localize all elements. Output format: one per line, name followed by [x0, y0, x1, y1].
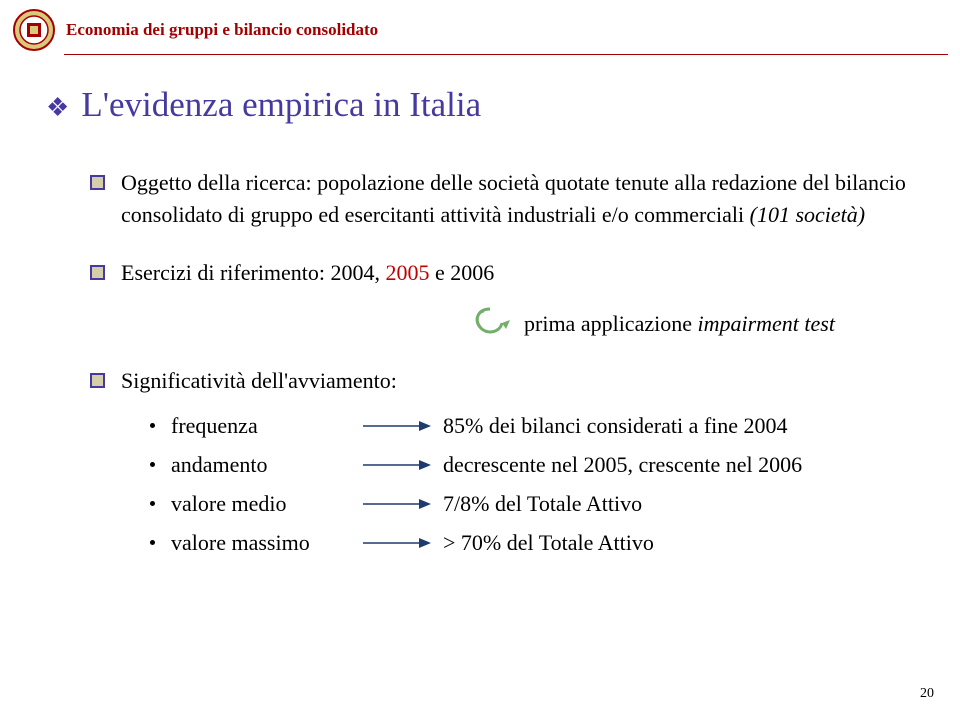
- swirl-arrow-icon: [470, 305, 516, 343]
- dot-bullet-icon: [150, 501, 155, 506]
- sub-list: frequenza 85% dei bilanci considerati a …: [90, 413, 920, 556]
- sub-label: frequenza: [171, 413, 361, 439]
- slide-content: ❖ L'evidenza empirica in Italia Oggetto …: [0, 55, 960, 556]
- bullet-text: e 2006: [430, 260, 495, 285]
- square-bullet-icon: [90, 265, 105, 280]
- impairment-text: prima applicazione: [524, 311, 697, 336]
- bullet-item: Significatività dell'avviamento:: [90, 365, 920, 397]
- dot-bullet-icon: [150, 423, 155, 428]
- bullet-highlight: 2005: [386, 260, 430, 285]
- arrow-right-icon: [361, 419, 431, 433]
- sub-row: andamento decrescente nel 2005, crescent…: [150, 452, 920, 478]
- bullet-text: Esercizi di riferimento: 2004,: [121, 260, 386, 285]
- slide-title: L'evidenza empirica in Italia: [81, 85, 481, 125]
- bullet-item: Oggetto della ricerca: popolazione delle…: [90, 167, 920, 231]
- sub-value: 7/8% del Totale Attivo: [443, 491, 642, 517]
- sub-value: 85% dei bilanci considerati a fine 2004: [443, 413, 788, 439]
- arrow-right-icon: [361, 536, 431, 550]
- slide-header: Economia dei gruppi e bilancio consolida…: [0, 0, 960, 54]
- sub-label: andamento: [171, 452, 361, 478]
- sub-label: valore massimo: [171, 530, 361, 556]
- university-logo: [12, 8, 56, 52]
- dot-bullet-icon: [150, 462, 155, 467]
- impairment-italic: impairment test: [697, 311, 835, 336]
- course-title: Economia dei gruppi e bilancio consolida…: [66, 20, 378, 40]
- sub-row: valore massimo > 70% del Totale Attivo: [150, 530, 920, 556]
- square-bullet-icon: [90, 373, 105, 388]
- bullet-item: Esercizi di riferimento: 2004, 2005 e 20…: [90, 257, 920, 289]
- impairment-row: prima applicazione impairment test: [470, 305, 920, 343]
- sub-row: frequenza 85% dei bilanci considerati a …: [150, 413, 920, 439]
- sub-value: > 70% del Totale Attivo: [443, 530, 654, 556]
- page-number: 20: [920, 686, 934, 702]
- sub-row: valore medio 7/8% del Totale Attivo: [150, 491, 920, 517]
- title-row: ❖ L'evidenza empirica in Italia: [46, 85, 920, 125]
- diamond-bullet-icon: ❖: [46, 95, 69, 121]
- arrow-right-icon: [361, 497, 431, 511]
- sub-label: valore medio: [171, 491, 361, 517]
- bullet-list: Oggetto della ricerca: popolazione delle…: [46, 167, 920, 556]
- square-bullet-icon: [90, 175, 105, 190]
- bullet-text: Significatività dell'avviamento:: [121, 365, 397, 397]
- dot-bullet-icon: [150, 540, 155, 545]
- arrow-right-icon: [361, 458, 431, 472]
- bullet-italic: (101 società): [750, 202, 865, 227]
- sub-value: decrescente nel 2005, crescente nel 2006: [443, 452, 802, 478]
